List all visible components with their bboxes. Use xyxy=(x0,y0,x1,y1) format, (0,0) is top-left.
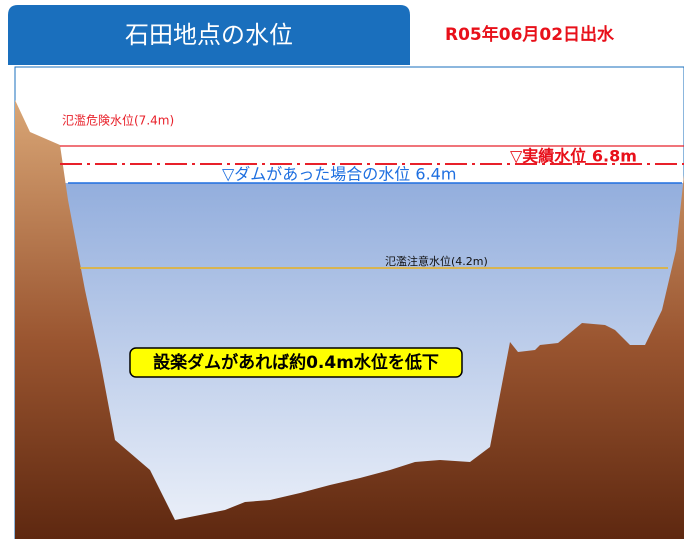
title: 石田地点の水位 xyxy=(125,21,293,49)
callout: 設楽ダムがあれば約0.4m水位を低下 xyxy=(153,352,439,373)
with-dam-label: ▽ダムがあった場合の水位 6.4m xyxy=(222,165,456,184)
date: R05年06月02日出水 xyxy=(445,24,615,45)
danger-label: 氾濫危険水位(7.4m) xyxy=(62,113,174,128)
diagram: 石田地点の水位 R05年06月02日出水 氾濫危険水位(7.4m) ▽実績水位 … xyxy=(0,0,684,539)
caution-label: 氾濫注意水位(4.2m) xyxy=(385,254,488,268)
page: 石田地点の水位 R05年06月02日出水 氾濫危険水位(7.4m) ▽実績水位 … xyxy=(0,0,684,539)
actual-label: ▽実績水位 6.8m xyxy=(510,147,637,166)
